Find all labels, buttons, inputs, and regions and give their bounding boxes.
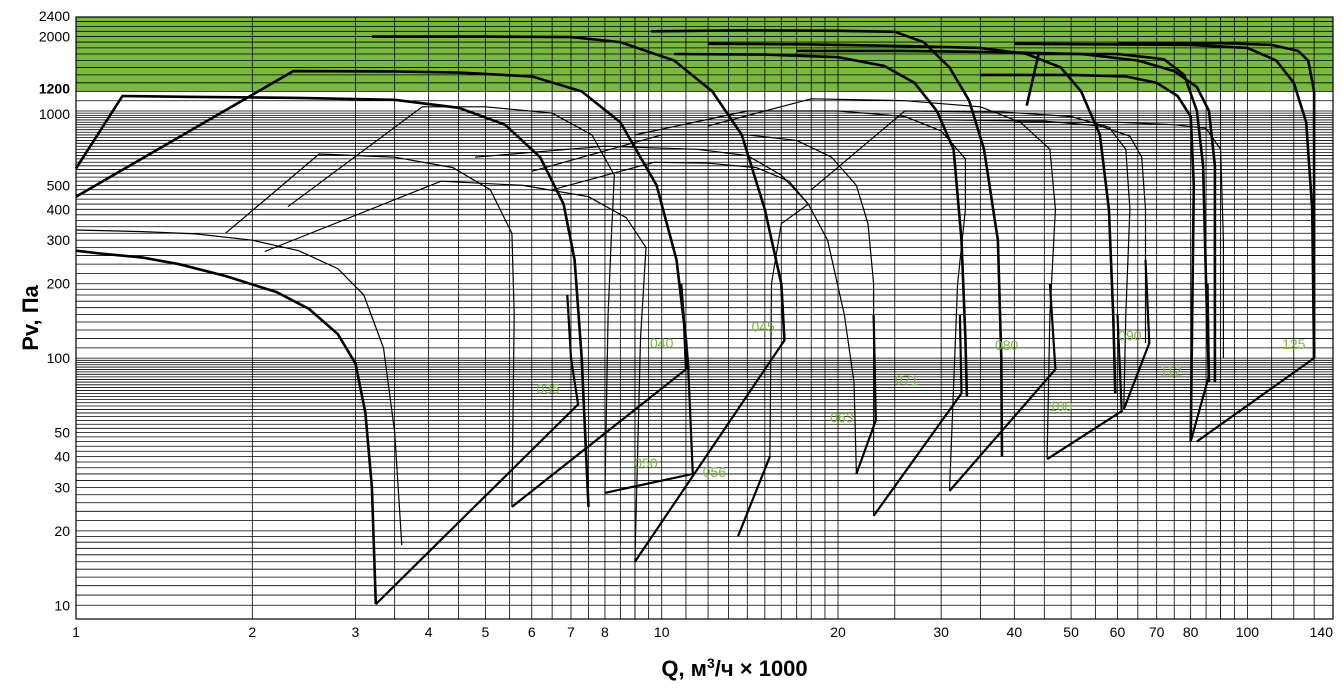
y-tick-label: 400 <box>47 201 71 217</box>
curve-limit-050 <box>633 283 786 563</box>
curve-limit-090 <box>1046 314 1123 461</box>
series-label-071: 071 <box>895 372 919 388</box>
curves <box>74 28 1316 605</box>
series-label-125: 125 <box>1282 336 1306 352</box>
curve-min-063 <box>474 145 857 474</box>
y-tick-label: 2000 <box>39 29 70 45</box>
series-label-080: 080 <box>995 337 1019 353</box>
curve-max-112 <box>980 73 1196 442</box>
curve-max-080 <box>796 49 1217 383</box>
curve-max-035 <box>75 249 378 605</box>
x-tick-labels: 1 2 3 4 5 6 7 8 10 20 30 40 50 60 70 80 100 140 <box>72 624 1333 640</box>
curve-min-040 <box>225 153 515 507</box>
curve-min-090 <box>707 98 1057 460</box>
x-tick-label: 6 <box>528 624 536 640</box>
x-tick-label: 30 <box>933 624 949 640</box>
x-tick-label: 100 <box>1236 624 1260 640</box>
curve-max-071 <box>708 42 1117 394</box>
x-tick-label: 10 <box>654 624 670 640</box>
x-tick-label: 60 <box>1110 624 1126 640</box>
y-tick-label: 20 <box>54 523 70 539</box>
x-axis-title-rest: /ч × 1000 <box>715 656 808 681</box>
series-label-100: 100 <box>1049 398 1073 414</box>
y-tick-label: 1000 <box>39 106 70 122</box>
x-tick-label: 40 <box>1007 624 1023 640</box>
x-axis-title-sup: 3 <box>707 655 715 671</box>
y-axis-title: Pv, Па <box>18 284 43 350</box>
curve-min-056 <box>551 161 810 457</box>
y-tick-label: 500 <box>47 177 71 193</box>
y-tick-label: 200 <box>47 276 71 292</box>
curve-limit-080 <box>948 283 1057 492</box>
series-label-040: 040 <box>650 335 674 351</box>
x-tick-label: 2 <box>248 624 256 640</box>
curve-max-100 <box>1025 52 1211 383</box>
curve-min-080 <box>634 110 966 492</box>
grid <box>75 16 1334 619</box>
series-label-045: 045 <box>751 319 775 335</box>
curve-min-071 <box>531 134 875 516</box>
curve-min-100 <box>810 110 1131 410</box>
series-label-090: 090 <box>1118 327 1142 343</box>
curve-limit-045 <box>604 369 694 494</box>
curve-max-040 <box>74 94 590 507</box>
curve-limit-056 <box>736 456 771 537</box>
curve-max-045 <box>75 69 690 370</box>
curve-labels: 035 040 045 050 056 063 071 080 090 100 112 125 <box>537 319 1306 480</box>
y-tick-label: 300 <box>47 232 71 248</box>
x-tick-label: 70 <box>1149 624 1165 640</box>
curve-limit-112 <box>1189 283 1211 442</box>
curve-max-125 <box>1117 41 1316 359</box>
curve-max-056 <box>651 28 1004 457</box>
x-tick-label: 80 <box>1183 624 1199 640</box>
curve-max-090 <box>1014 42 1316 359</box>
series-label-035: 035 <box>537 380 561 396</box>
curve-min-050 <box>264 180 647 562</box>
curve-limit-071 <box>872 314 963 517</box>
plot-frame <box>75 16 1334 620</box>
curve-min-035 <box>75 229 403 546</box>
x-tick-label: 3 <box>352 624 360 640</box>
y-tick-label: 1200 <box>39 80 70 96</box>
series-label-112: 112 <box>1160 363 1183 379</box>
series-label-050: 050 <box>634 455 658 471</box>
y-tick-label: 10 <box>54 597 70 613</box>
x-axis-title-main: Q, м <box>661 656 707 681</box>
x-tick-label: 8 <box>601 624 609 640</box>
x-tick-label: 140 <box>1310 624 1334 640</box>
series-label-056: 056 <box>703 464 727 480</box>
x-tick-label: 1 <box>72 624 80 640</box>
curve-limit-125 <box>1196 357 1315 443</box>
curve-max-063 <box>674 52 969 397</box>
y-tick-label: 100 <box>47 350 71 366</box>
x-tick-label: 5 <box>481 624 489 640</box>
x-tick-label: 4 <box>425 624 433 640</box>
curve-min-125 <box>1014 121 1224 359</box>
curve-min-112 <box>941 119 1147 344</box>
x-tick-label: 20 <box>830 624 846 640</box>
y-tick-label: 40 <box>54 448 70 464</box>
curve-limit-063 <box>855 314 877 475</box>
x-axis-title: Q, м3/ч × 1000 <box>661 655 807 681</box>
y-tick-labels: 10 20 30 40 50 100 200 300 400 500 1000 1200 2000 240… <box>39 8 70 613</box>
x-tick-label: 50 <box>1063 624 1079 640</box>
series-label-063: 063 <box>830 409 854 425</box>
y-tick-label: 2400 <box>39 8 70 24</box>
y-tick-label: 30 <box>54 479 70 495</box>
y-tick-label: 50 <box>54 425 70 441</box>
curve-min-045 <box>287 106 615 493</box>
curve-max-050 <box>371 35 786 341</box>
x-tick-label: 7 <box>567 624 575 640</box>
curve-limit-100 <box>1122 259 1151 410</box>
curve-limit-035 <box>375 294 580 605</box>
